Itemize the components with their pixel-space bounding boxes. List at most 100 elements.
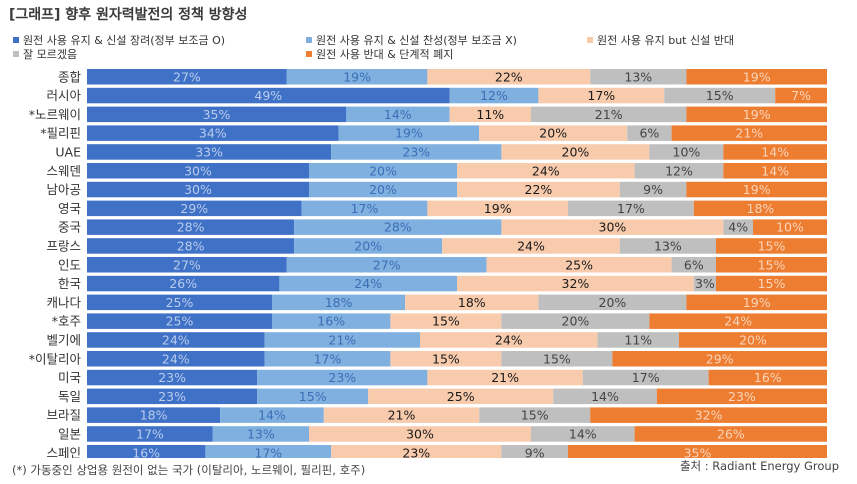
data-label: 17% (351, 201, 379, 216)
data-label: 19% (743, 182, 771, 197)
bar-segment (264, 351, 391, 367)
bar-segment (420, 332, 598, 348)
data-label: 15% (758, 238, 786, 253)
bar-segment (87, 238, 295, 254)
bar-segment (723, 219, 753, 235)
bar-segment (87, 219, 295, 235)
bar-segment (390, 313, 502, 329)
data-label: 24% (724, 314, 752, 329)
data-label: 20% (369, 182, 397, 197)
data-label: 28% (177, 220, 205, 235)
data-label: 24% (162, 332, 190, 347)
data-label: 19% (743, 69, 771, 84)
bar-segment (693, 275, 716, 292)
bar-segment (693, 200, 827, 217)
bar-segment (590, 69, 687, 85)
data-label: 13% (247, 426, 275, 441)
data-label: 26% (169, 276, 197, 291)
bar-segment (87, 163, 309, 179)
bar-segment (686, 106, 827, 123)
data-label: 25% (565, 257, 593, 272)
data-label: 19% (743, 107, 771, 122)
bar-segment (634, 426, 827, 442)
data-label: 49% (254, 88, 282, 103)
bar-segment (309, 181, 457, 198)
bar-segment (212, 426, 309, 442)
data-label: 14% (258, 408, 286, 423)
data-label: 15% (706, 88, 734, 103)
bar-segment (346, 106, 450, 123)
data-label: 14% (569, 426, 597, 441)
bar-segment (649, 313, 827, 329)
data-label: 24% (162, 351, 190, 366)
data-label: 21% (388, 408, 416, 423)
bar-segment (479, 125, 628, 141)
category-label: 러시아 (46, 88, 81, 103)
bar-segment (568, 200, 694, 217)
bar-segment (686, 69, 827, 85)
data-label: 14% (591, 389, 619, 404)
data-label: 18% (140, 408, 168, 423)
data-label: 11% (624, 332, 652, 347)
data-label: 33% (195, 144, 223, 159)
category-label: 벨기에 (46, 332, 81, 347)
bar-segment (716, 257, 827, 273)
bar-segment (87, 294, 272, 311)
data-label: 21% (735, 126, 763, 141)
data-label: 4% (728, 220, 748, 235)
bar-segment (368, 388, 554, 405)
data-label: 15% (299, 389, 327, 404)
bar-segment (294, 219, 502, 235)
bar-segment (723, 163, 827, 179)
bar-segment (486, 257, 672, 273)
data-label: 21% (491, 370, 519, 385)
bar-segment (753, 219, 827, 235)
bar-segment (538, 294, 687, 311)
data-label: 14% (761, 144, 789, 159)
data-label: 11% (476, 107, 504, 122)
legend-item: 원전 사용 유지 but 신설 반대 (587, 34, 734, 48)
bar-segment (686, 294, 827, 311)
bar-segment (649, 144, 724, 160)
chart-title: [그래프] 향후 원자력발전의 정책 방향성 (9, 7, 248, 23)
data-label: 32% (562, 276, 590, 291)
bar-segment (87, 351, 265, 367)
bar-segment (87, 332, 265, 348)
data-label: 16% (317, 314, 345, 329)
bar-segment (612, 351, 827, 367)
data-label: 34% (199, 126, 227, 141)
data-label: 16% (754, 370, 782, 385)
legend-item: 원전 사용 반대 & 단계적 폐지 (306, 48, 453, 62)
bar-segment (619, 238, 716, 254)
data-label: 18% (458, 295, 486, 310)
bar-segment (309, 163, 457, 179)
data-label: 25% (166, 295, 194, 310)
bar-segment (264, 332, 420, 348)
category-label: 브라질 (46, 408, 81, 423)
bar-segment (457, 275, 694, 292)
data-label: 6% (639, 126, 659, 141)
bar-segment (331, 144, 502, 160)
category-label: *이탈리아 (29, 351, 82, 366)
bar-segment (301, 200, 428, 217)
data-label: 10% (776, 220, 804, 235)
bar-segment (479, 407, 591, 423)
bar-segment (457, 181, 620, 198)
data-label: 30% (599, 220, 627, 235)
category-label: 스페인 (46, 445, 81, 458)
bar-segment (553, 388, 657, 405)
bar-segment (87, 445, 206, 458)
data-label: 20% (739, 332, 767, 347)
bar-segment (427, 69, 591, 85)
data-label: 21% (595, 107, 623, 122)
data-label: 15% (758, 276, 786, 291)
data-label: 32% (695, 408, 723, 423)
data-label: 19% (395, 126, 423, 141)
legend-swatch (306, 37, 312, 43)
data-label: 21% (328, 332, 356, 347)
data-label: 13% (624, 69, 652, 84)
bar-segment (775, 87, 827, 104)
data-label: 23% (158, 370, 186, 385)
bar-segment (582, 369, 709, 386)
category-label: 캐나다 (46, 295, 81, 310)
